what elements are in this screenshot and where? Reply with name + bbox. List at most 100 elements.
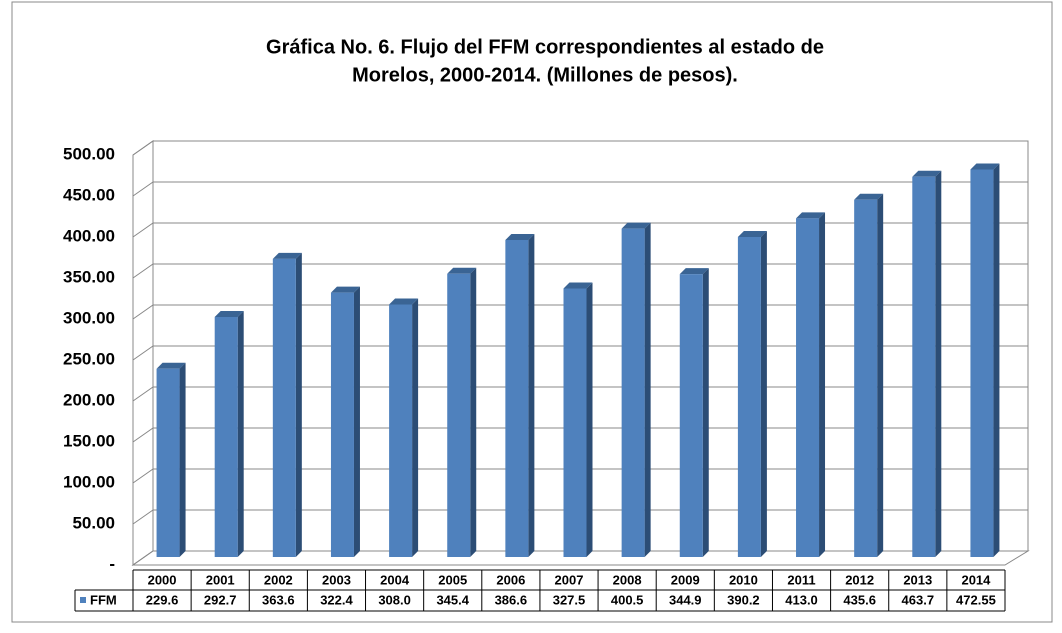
data-label: 463.7 bbox=[902, 592, 935, 607]
grid-line bbox=[132, 550, 1028, 566]
bar-top bbox=[912, 170, 942, 177]
data-label: 386.6 bbox=[495, 592, 528, 607]
bar-top bbox=[796, 212, 826, 219]
y-tick-label: 400.00 bbox=[63, 226, 115, 245]
bar-side bbox=[877, 193, 884, 558]
bar bbox=[621, 222, 651, 557]
y-tick-label: 500.00 bbox=[63, 144, 115, 163]
bar-top bbox=[737, 231, 767, 238]
bar-top bbox=[679, 268, 709, 275]
grid-line bbox=[132, 140, 1028, 156]
bar bbox=[970, 163, 1000, 557]
data-label: 327.5 bbox=[553, 592, 586, 607]
x-tick-label: 2011 bbox=[787, 572, 815, 587]
bar bbox=[854, 193, 884, 558]
data-label: 400.5 bbox=[611, 592, 644, 607]
bar-top bbox=[214, 310, 244, 317]
bar-side bbox=[179, 362, 186, 557]
bar-top bbox=[330, 286, 360, 293]
bar-side bbox=[470, 267, 477, 557]
grid-line bbox=[132, 468, 1028, 484]
bar-front bbox=[272, 258, 296, 557]
bar-top bbox=[621, 222, 651, 229]
bar-front bbox=[447, 273, 471, 557]
chart-subtitle: Morelos, 2000-2014. (Millones de pesos). bbox=[352, 64, 738, 86]
y-tick-label: 100.00 bbox=[63, 472, 115, 491]
x-tick-label: 2005 bbox=[438, 572, 467, 587]
bar-side bbox=[295, 252, 302, 557]
x-tick-label: 2010 bbox=[729, 572, 758, 587]
grid-line bbox=[132, 263, 1028, 279]
bar-side bbox=[644, 222, 651, 557]
bar-top bbox=[970, 163, 1000, 170]
bar-side bbox=[702, 268, 709, 557]
bar-front bbox=[389, 304, 413, 557]
bar-side bbox=[760, 231, 767, 557]
bar-side bbox=[935, 170, 942, 558]
bar-front bbox=[854, 199, 878, 558]
data-label: 345.4 bbox=[436, 592, 469, 607]
bar-front bbox=[796, 218, 820, 557]
bar-front bbox=[679, 274, 703, 557]
bar-front bbox=[563, 288, 587, 557]
bar-front bbox=[214, 316, 238, 557]
bar-top bbox=[854, 193, 884, 200]
y-tick-label: - bbox=[109, 554, 115, 573]
bar-front bbox=[330, 292, 354, 557]
bar bbox=[912, 170, 942, 558]
x-tick-label: 2001 bbox=[206, 572, 235, 587]
y-tick-label: 150.00 bbox=[63, 431, 115, 450]
data-label: 413.0 bbox=[785, 592, 818, 607]
data-label: 322.4 bbox=[320, 592, 353, 607]
bar-top bbox=[505, 233, 535, 240]
bar bbox=[505, 233, 535, 557]
data-label: 229.6 bbox=[146, 592, 179, 607]
x-tick-label: 2002 bbox=[264, 572, 293, 587]
data-label: 308.0 bbox=[378, 592, 411, 607]
bar-side bbox=[237, 310, 244, 557]
bar-side bbox=[993, 163, 1000, 557]
x-tick-label: 2006 bbox=[496, 572, 525, 587]
grid-line bbox=[132, 427, 1028, 443]
bar-front bbox=[505, 239, 529, 557]
bar-top bbox=[563, 282, 593, 289]
bar-top bbox=[447, 267, 477, 274]
x-tick-label: 2012 bbox=[845, 572, 874, 587]
y-tick-label: 50.00 bbox=[72, 513, 115, 532]
data-label: 292.7 bbox=[204, 592, 237, 607]
bar bbox=[737, 231, 767, 557]
legend-swatch bbox=[80, 597, 86, 603]
y-tick-label: 350.00 bbox=[63, 267, 115, 286]
x-tick-label: 2013 bbox=[903, 572, 932, 587]
data-label: 363.6 bbox=[262, 592, 295, 607]
bar-top bbox=[156, 362, 186, 369]
bar-front bbox=[970, 169, 994, 557]
bar-front bbox=[156, 368, 180, 557]
bar-top bbox=[389, 298, 419, 305]
data-label: 435.6 bbox=[843, 592, 876, 607]
grid-line bbox=[132, 222, 1028, 238]
data-label: 390.2 bbox=[727, 592, 760, 607]
x-tick-label: 2004 bbox=[380, 572, 410, 587]
bar bbox=[330, 286, 360, 557]
bar-front bbox=[912, 176, 936, 558]
bar bbox=[156, 362, 186, 557]
x-tick-label: 2007 bbox=[555, 572, 584, 587]
grid-line bbox=[132, 509, 1028, 525]
bar bbox=[389, 298, 419, 557]
y-tick-label: 450.00 bbox=[63, 185, 115, 204]
y-tick-label: 200.00 bbox=[63, 390, 115, 409]
bar-side bbox=[412, 298, 419, 557]
bar-front bbox=[737, 237, 761, 557]
x-tick-label: 2014 bbox=[961, 572, 991, 587]
bar-side bbox=[353, 286, 360, 557]
x-tick-label: 2008 bbox=[613, 572, 642, 587]
bar-side bbox=[528, 233, 535, 557]
bar-front bbox=[621, 228, 645, 557]
bar-side bbox=[586, 282, 593, 557]
grid-line bbox=[132, 304, 1028, 320]
x-tick-label: 2009 bbox=[671, 572, 700, 587]
grid-line bbox=[132, 345, 1028, 361]
bar bbox=[563, 282, 593, 557]
